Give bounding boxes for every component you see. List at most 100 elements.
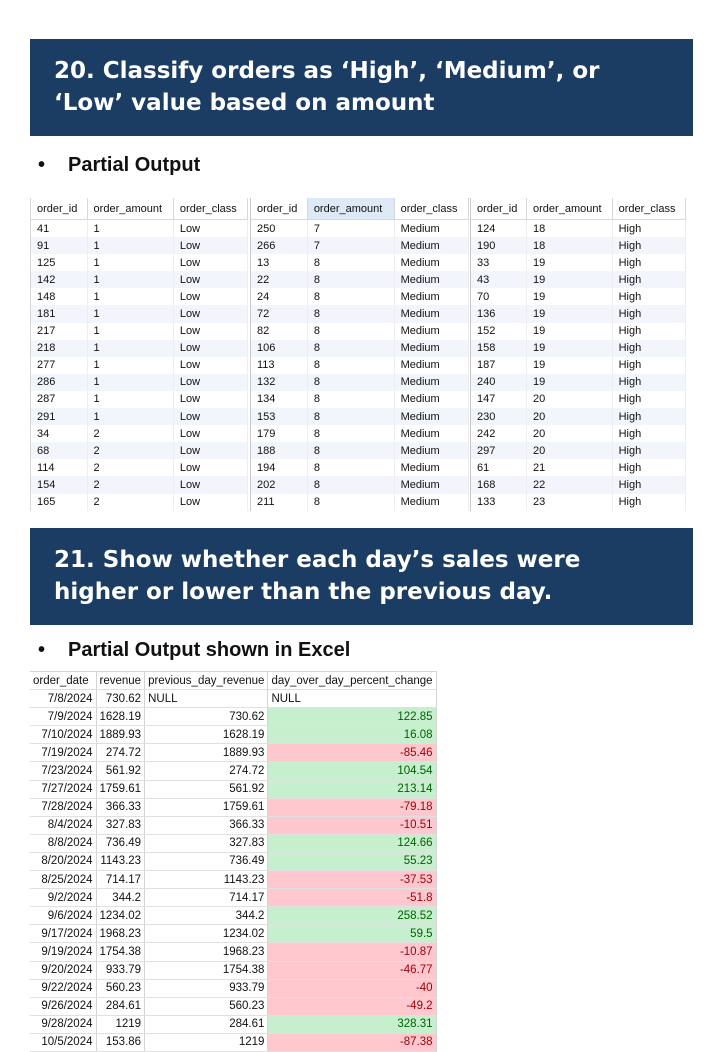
table-row[interactable]: 154 2 Low [30,476,249,494]
table-row[interactable]: 277 1 Low [30,356,249,374]
column-header-order-class[interactable]: order_class [394,198,470,220]
table-row[interactable]: 134 8 Medium [250,390,470,409]
table-row[interactable]: 9/26/2024 284.61 560.23 -49.2 [30,997,437,1016]
table-row[interactable]: 91 1 Low [30,237,249,255]
table-row[interactable]: 7/28/2024 366.33 1759.61 -79.18 [30,798,437,817]
table-row[interactable]: 41 1 Low [30,219,249,238]
table-row[interactable]: 7/27/2024 1759.61 561.92 213.14 [30,780,437,799]
table-row[interactable]: 34 2 Low [30,425,249,443]
table-row[interactable]: 132 8 Medium [250,373,470,391]
column-header-order-amount[interactable]: order_amount [526,198,613,220]
cell-order-amount: 7 [307,219,395,238]
table-row[interactable]: 33 19 High [470,254,687,272]
cell-order-class: High [612,339,687,357]
column-header-order-class[interactable]: order_class [612,198,687,220]
table-row[interactable]: 202 8 Medium [250,476,470,494]
excel-header-order-date[interactable]: order_date [30,670,97,691]
excel-cell-order-date: 7/28/2024 [30,798,97,817]
table-row[interactable]: 179 8 Medium [250,425,470,443]
table-row[interactable]: 165 2 Low [30,493,249,511]
table-row[interactable]: 217 1 Low [30,322,249,340]
table-row[interactable]: 286 1 Low [30,373,249,391]
excel-header-day-over-day-percent-change[interactable]: day_over_day_percent_change [267,670,437,691]
table-row[interactable]: 230 20 High [470,408,687,426]
table-row[interactable]: 9/19/2024 1754.38 1968.23 -10.87 [30,942,437,962]
table-row[interactable]: 61 21 High [470,459,687,477]
table-row[interactable]: 181 1 Low [30,305,249,323]
result-grid-high: order_id order_amount order_class 124 18 High… [470,198,687,511]
table-row[interactable]: 152 19 High [470,322,687,340]
table-row[interactable]: 7/19/2024 274.72 1889.93 -85.46 [30,743,437,763]
table-row[interactable]: 9/2/2024 344.2 714.17 -51.8 [30,888,437,908]
section-21-title-line-2: higher or lower than the previous day. [54,579,553,605]
table-row[interactable]: 13 8 Medium [250,254,470,272]
cell-order-id: 114 [30,459,88,477]
table-row[interactable]: 153 8 Medium [250,408,470,426]
table-row[interactable]: 9/17/2024 1968.23 1234.02 59.5 [30,924,437,944]
table-row[interactable]: 7/9/2024 1628.19 730.62 122.85 [30,707,437,727]
table-row[interactable]: 113 8 Medium [250,356,470,374]
table-row[interactable]: 188 8 Medium [250,442,470,460]
table-row[interactable]: 133 23 High [470,493,687,511]
table-row[interactable]: 72 8 Medium [250,305,470,323]
cell-order-amount: 22 [526,476,613,494]
table-row[interactable]: 190 18 High [470,237,687,255]
section-20-title-line-1: 20. Classify orders as ‘High’, ‘Medium’,… [54,58,600,84]
table-row[interactable]: 70 19 High [470,288,687,306]
excel-header-previous-day-revenue[interactable]: previous_day_revenue [144,670,269,691]
table-row[interactable]: 142 1 Low [30,271,249,289]
table-row[interactable]: 297 20 High [470,442,687,460]
table-row[interactable]: 250 7 Medium [250,219,470,238]
table-row[interactable]: 148 1 Low [30,288,249,306]
column-header-order-id[interactable]: order_id [250,198,308,220]
table-row[interactable]: 147 20 High [470,390,687,409]
table-row[interactable]: 287 1 Low [30,390,249,409]
table-row[interactable]: 7/8/2024 730.62 NULL NULL [30,689,437,709]
table-row[interactable]: 158 19 High [470,339,687,357]
table-row[interactable]: 8/4/2024 327.83 366.33 -10.51 [30,816,437,835]
excel-cell-previous-day-revenue: 327.83 [144,834,269,853]
table-row[interactable]: 168 22 High [470,476,687,494]
table-row[interactable]: 22 8 Medium [250,271,470,289]
table-row[interactable]: 106 8 Medium [250,339,470,357]
cell-order-id: 217 [30,322,88,340]
table-row[interactable]: 124 18 High [470,219,687,238]
table-row[interactable]: 125 1 Low [30,254,249,272]
cell-order-amount: 2 [87,442,174,460]
table-row[interactable]: 8/20/2024 1143.23 736.49 55.23 [30,852,437,872]
column-header-order-id[interactable]: order_id [30,198,88,220]
table-row[interactable]: 211 8 Medium [250,493,470,511]
table-row[interactable]: 82 8 Medium [250,322,470,340]
cell-order-class: Medium [394,442,470,460]
table-row[interactable]: 7/10/2024 1889.93 1628.19 16.08 [30,725,437,745]
table-row[interactable]: 8/8/2024 736.49 327.83 124.66 [30,834,437,853]
column-header-order-amount[interactable]: order_amount [307,198,395,220]
excel-header-revenue[interactable]: revenue [96,670,146,691]
table-row[interactable]: 43 19 High [470,271,687,289]
table-row[interactable]: 9/22/2024 560.23 933.79 -40 [30,979,437,998]
table-row[interactable]: 187 19 High [470,356,687,374]
column-header-order-class[interactable]: order_class [173,198,249,220]
table-row[interactable]: 8/25/2024 714.17 1143.23 -37.53 [30,870,437,890]
column-header-order-id[interactable]: order_id [470,198,528,220]
table-row[interactable]: 10/5/2024 153.86 1219 -87.38 [30,1033,437,1052]
table-row[interactable]: 24 8 Medium [250,288,470,306]
table-row[interactable]: 136 19 High [470,305,687,323]
table-row[interactable]: 68 2 Low [30,442,249,460]
table-row[interactable]: 266 7 Medium [250,237,470,255]
cell-order-id: 154 [30,476,88,494]
table-row[interactable]: 194 8 Medium [250,459,470,477]
table-row[interactable]: 9/20/2024 933.79 1754.38 -46.77 [30,961,437,980]
excel-cell-order-date: 8/8/2024 [30,834,97,853]
table-row[interactable]: 7/23/2024 561.92 274.72 104.54 [30,761,437,781]
table-row[interactable]: 291 1 Low [30,408,249,426]
column-header-order-amount[interactable]: order_amount [87,198,174,220]
cell-order-class: High [612,373,687,391]
cell-order-class: Low [173,339,249,357]
table-row[interactable]: 240 19 High [470,373,687,391]
table-row[interactable]: 9/6/2024 1234.02 344.2 258.52 [30,906,437,926]
table-row[interactable]: 242 20 High [470,425,687,443]
table-row[interactable]: 9/28/2024 1219 284.61 328.31 [30,1015,437,1034]
table-row[interactable]: 114 2 Low [30,459,249,477]
table-row[interactable]: 218 1 Low [30,339,249,357]
